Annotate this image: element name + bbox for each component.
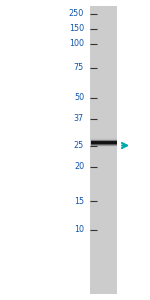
Bar	[91, 145, 117, 146]
Bar	[91, 145, 117, 146]
Bar	[91, 146, 117, 147]
Text: 250: 250	[69, 9, 84, 18]
Bar	[91, 140, 117, 141]
Bar	[91, 139, 117, 140]
Bar	[91, 141, 117, 142]
Bar	[91, 139, 117, 140]
Bar	[91, 143, 117, 144]
Bar	[91, 141, 117, 142]
Text: 75: 75	[74, 63, 84, 72]
Text: 50: 50	[74, 93, 84, 102]
Bar	[91, 142, 117, 143]
Text: 25: 25	[74, 141, 84, 150]
Bar	[91, 138, 117, 139]
Bar	[91, 139, 117, 140]
Bar	[90, 6, 117, 294]
Text: 10: 10	[74, 225, 84, 234]
Text: 150: 150	[69, 24, 84, 33]
Bar	[91, 138, 117, 139]
Bar	[91, 143, 117, 144]
Bar	[91, 140, 117, 141]
Bar	[91, 144, 117, 145]
Text: 20: 20	[74, 162, 84, 171]
Bar	[91, 142, 117, 143]
Text: 15: 15	[74, 196, 84, 206]
Text: 100: 100	[69, 39, 84, 48]
Bar	[91, 144, 117, 145]
Text: 37: 37	[74, 114, 84, 123]
Bar	[91, 141, 117, 142]
Bar	[91, 143, 117, 144]
